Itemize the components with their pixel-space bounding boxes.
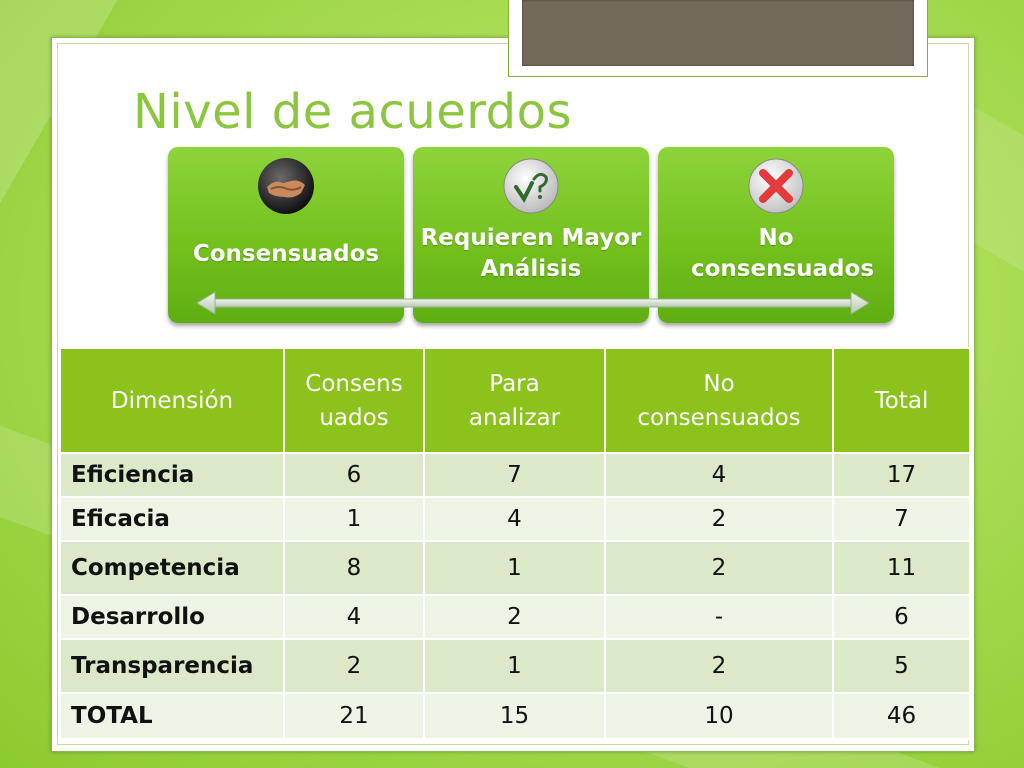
header-no-consensuados: No consensuados (604, 347, 834, 454)
table-row: Eficacia 1 4 2 7 (59, 496, 971, 542)
cell-para-analizar: 4 (423, 496, 606, 542)
header-total: Total (832, 347, 971, 454)
cell-no-consensuados: 2 (604, 638, 834, 694)
cell-consensuados: 4 (283, 594, 425, 640)
table-row: Eficiencia 6 7 4 17 (59, 452, 971, 498)
cell-para-analizar: 15 (423, 692, 606, 740)
category-label: Consensuados (192, 241, 380, 267)
cell-para-analizar: 2 (423, 594, 606, 640)
table-header-row: Dimensión Consens uados Para analizar No co… (59, 347, 971, 454)
category-requieren: Requieren Mayor Análisis (413, 147, 649, 323)
agreements-table: Dimensión Consens uados Para analizar No co… (59, 347, 971, 740)
cell-no-consensuados: 10 (604, 692, 834, 740)
category-no-consensuados: No consensuados (658, 147, 894, 323)
cell-total: 46 (832, 692, 971, 740)
cell-total: 5 (832, 638, 971, 694)
cell-consensuados: 2 (283, 638, 425, 694)
table-row-total: TOTAL 21 15 10 46 (59, 692, 971, 740)
cell-no-consensuados: 2 (604, 540, 834, 596)
slide-title: Nivel de acuerdos (133, 84, 573, 140)
check-question-icon (502, 157, 560, 215)
header-para-analizar: Para analizar (423, 347, 606, 454)
cell-para-analizar: 1 (423, 638, 606, 694)
header-dimension: Dimensión (59, 347, 285, 454)
cell-consensuados: 8 (283, 540, 425, 596)
row-dimension: TOTAL (59, 692, 285, 740)
cell-consensuados: 21 (283, 692, 425, 740)
double-arrow (197, 291, 869, 315)
cell-para-analizar: 1 (423, 540, 606, 596)
cell-consensuados: 1 (283, 496, 425, 542)
category-label: No consensuados (691, 225, 875, 282)
handshake-icon (257, 157, 315, 215)
row-dimension: Eficacia (59, 496, 285, 542)
category-label: Requieren Mayor Análisis (420, 225, 642, 282)
cell-no-consensuados: - (604, 594, 834, 640)
cell-total: 17 (832, 452, 971, 498)
table-row: Desarrollo 4 2 - 6 (59, 594, 971, 640)
cell-consensuados: 6 (283, 452, 425, 498)
cell-total: 7 (832, 496, 971, 542)
cell-no-consensuados: 4 (604, 452, 834, 498)
cell-no-consensuados: 2 (604, 496, 834, 542)
row-dimension: Desarrollo (59, 594, 285, 640)
photo-placeholder (522, 0, 914, 66)
table-row: Transparencia 2 1 2 5 (59, 638, 971, 694)
table-row: Competencia 8 1 2 11 (59, 540, 971, 596)
cell-total: 11 (832, 540, 971, 596)
row-dimension: Transparencia (59, 638, 285, 694)
category-consensuados: Consensuados (168, 147, 404, 323)
row-dimension: Competencia (59, 540, 285, 596)
header-consensuados: Consens uados (283, 347, 425, 454)
cell-para-analizar: 7 (423, 452, 606, 498)
cell-total: 6 (832, 594, 971, 640)
red-x-icon (747, 157, 805, 215)
row-dimension: Eficiencia (59, 452, 285, 498)
